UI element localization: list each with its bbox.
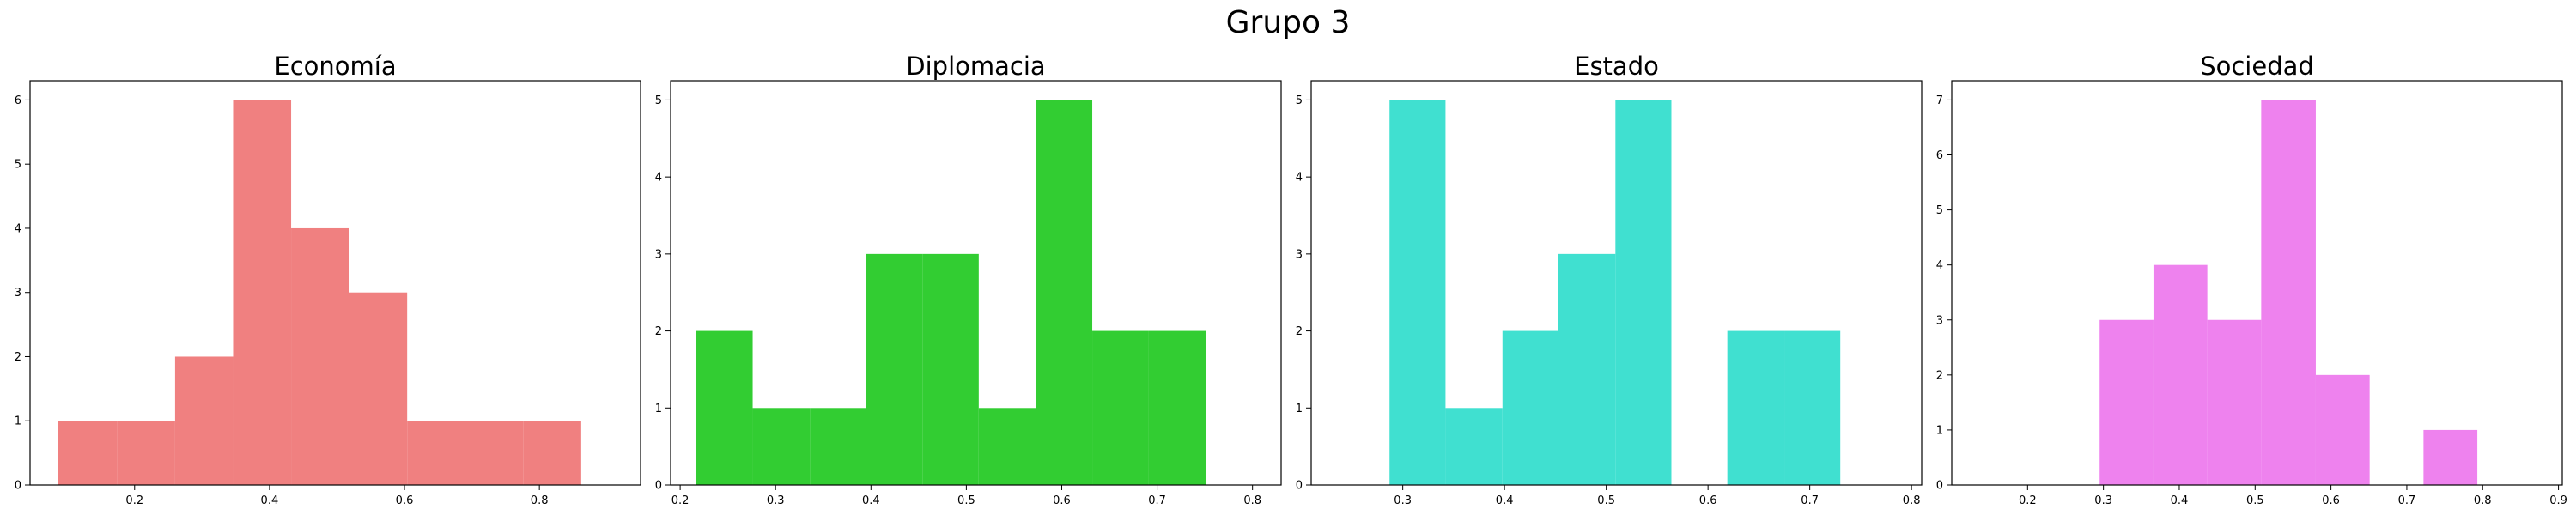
y-tick-label: 2 bbox=[655, 325, 662, 338]
x-tick-label: 0.6 bbox=[1699, 494, 1717, 507]
y-tick-label: 4 bbox=[1296, 172, 1303, 185]
y-tick-label: 0 bbox=[1296, 480, 1303, 493]
x-tick-label: 0.8 bbox=[1903, 494, 1921, 507]
histogram-bar bbox=[2207, 319, 2262, 485]
y-tick-label: 6 bbox=[1936, 149, 1943, 162]
histogram-bar bbox=[1558, 253, 1616, 485]
panel-title: Economía bbox=[274, 52, 396, 81]
histogram-bar bbox=[58, 421, 118, 485]
plot-frame bbox=[670, 80, 1282, 486]
y-tick-label: 3 bbox=[1296, 248, 1303, 261]
histogram-bar bbox=[465, 421, 524, 485]
panel-title: Sociedad bbox=[2200, 52, 2314, 81]
x-tick-label: 0.4 bbox=[2171, 494, 2189, 507]
plot-frame bbox=[1951, 80, 2563, 486]
histogram-bar bbox=[2099, 319, 2154, 485]
histogram-bar bbox=[407, 421, 465, 485]
x-tick-label: 0.9 bbox=[2549, 494, 2567, 507]
x-tick-label: 0.5 bbox=[2246, 494, 2264, 507]
x-tick-label: 0.8 bbox=[2474, 494, 2492, 507]
histogram-bar bbox=[1615, 100, 1672, 485]
histogram-bar bbox=[1445, 408, 1503, 485]
y-tick-label: 6 bbox=[15, 94, 21, 107]
panel-title: Diplomacia bbox=[906, 52, 1045, 81]
y-tick-label: 5 bbox=[1936, 204, 1943, 217]
y-tick-label: 1 bbox=[1296, 403, 1303, 415]
histogram-bar bbox=[2153, 264, 2208, 485]
y-tick-label: 2 bbox=[15, 351, 21, 364]
y-tick-label: 0 bbox=[1936, 480, 1943, 493]
histogram-bar bbox=[1036, 100, 1093, 485]
histogram-bar bbox=[2261, 100, 2316, 485]
histogram-bar bbox=[174, 356, 234, 485]
y-tick-label: 7 bbox=[1936, 94, 1943, 107]
y-tick-label: 3 bbox=[655, 248, 662, 261]
histogram-bar bbox=[922, 253, 979, 485]
histogram-bar bbox=[2315, 374, 2370, 485]
x-tick-label: 0.4 bbox=[261, 494, 279, 507]
histogram-bar bbox=[810, 408, 866, 485]
histogram-bar bbox=[523, 421, 581, 485]
y-tick-label: 3 bbox=[15, 287, 21, 300]
histogram-bar bbox=[1784, 330, 1841, 485]
x-tick-label: 0.6 bbox=[1053, 494, 1071, 507]
figure-title: Grupo 3 bbox=[1225, 5, 1351, 40]
x-tick-label: 0.5 bbox=[957, 494, 975, 507]
y-tick-label: 1 bbox=[15, 415, 21, 428]
histogram-bar bbox=[117, 421, 175, 485]
y-tick-label: 5 bbox=[15, 159, 21, 172]
x-tick-label: 0.6 bbox=[396, 494, 414, 507]
y-tick-label: 4 bbox=[1936, 259, 1943, 272]
x-tick-label: 0.2 bbox=[125, 494, 143, 507]
histogram-bar bbox=[1727, 330, 1785, 485]
panel-title: Estado bbox=[1574, 52, 1659, 81]
y-tick-label: 4 bbox=[15, 222, 21, 235]
histogram-bar bbox=[752, 408, 811, 485]
plot-frame bbox=[1310, 80, 1923, 486]
histogram-bar bbox=[2423, 429, 2478, 485]
y-tick-label: 1 bbox=[655, 403, 662, 415]
x-tick-label: 0.7 bbox=[2398, 494, 2416, 507]
x-tick-label: 0.8 bbox=[1243, 494, 1261, 507]
y-tick-label: 2 bbox=[1296, 325, 1303, 338]
histogram-bar bbox=[291, 227, 349, 485]
histogram-bar bbox=[866, 253, 923, 485]
x-tick-label: 0.4 bbox=[862, 494, 880, 507]
x-tick-label: 0.5 bbox=[1597, 494, 1615, 507]
histogram-bar bbox=[1092, 330, 1149, 485]
x-tick-label: 0.7 bbox=[1148, 494, 1166, 507]
histogram-bar bbox=[696, 330, 753, 485]
histogram-bar bbox=[1502, 330, 1558, 485]
y-tick-label: 0 bbox=[655, 480, 662, 493]
y-tick-label: 0 bbox=[15, 480, 21, 493]
x-tick-label: 0.3 bbox=[2094, 494, 2112, 507]
y-tick-label: 4 bbox=[655, 172, 662, 185]
x-tick-label: 0.3 bbox=[767, 494, 785, 507]
y-tick-label: 1 bbox=[1936, 424, 1943, 437]
y-tick-label: 5 bbox=[1296, 94, 1303, 107]
y-tick-label: 2 bbox=[1936, 369, 1943, 382]
y-tick-label: 3 bbox=[1936, 314, 1943, 327]
x-tick-label: 0.6 bbox=[2322, 494, 2340, 507]
x-tick-label: 0.2 bbox=[2019, 494, 2037, 507]
histogram-bar bbox=[233, 100, 292, 485]
histogram-bar bbox=[349, 292, 408, 485]
x-tick-label: 0.4 bbox=[1496, 494, 1514, 507]
x-tick-label: 0.3 bbox=[1394, 494, 1412, 507]
histogram-bar bbox=[1389, 100, 1446, 485]
x-tick-label: 0.2 bbox=[671, 494, 690, 507]
y-tick-label: 5 bbox=[655, 94, 662, 107]
histogram-bar bbox=[1148, 330, 1206, 485]
x-tick-label: 0.7 bbox=[1801, 494, 1819, 507]
plot-frame bbox=[29, 80, 641, 486]
x-tick-label: 0.8 bbox=[531, 494, 549, 507]
histogram-bar bbox=[978, 408, 1036, 485]
